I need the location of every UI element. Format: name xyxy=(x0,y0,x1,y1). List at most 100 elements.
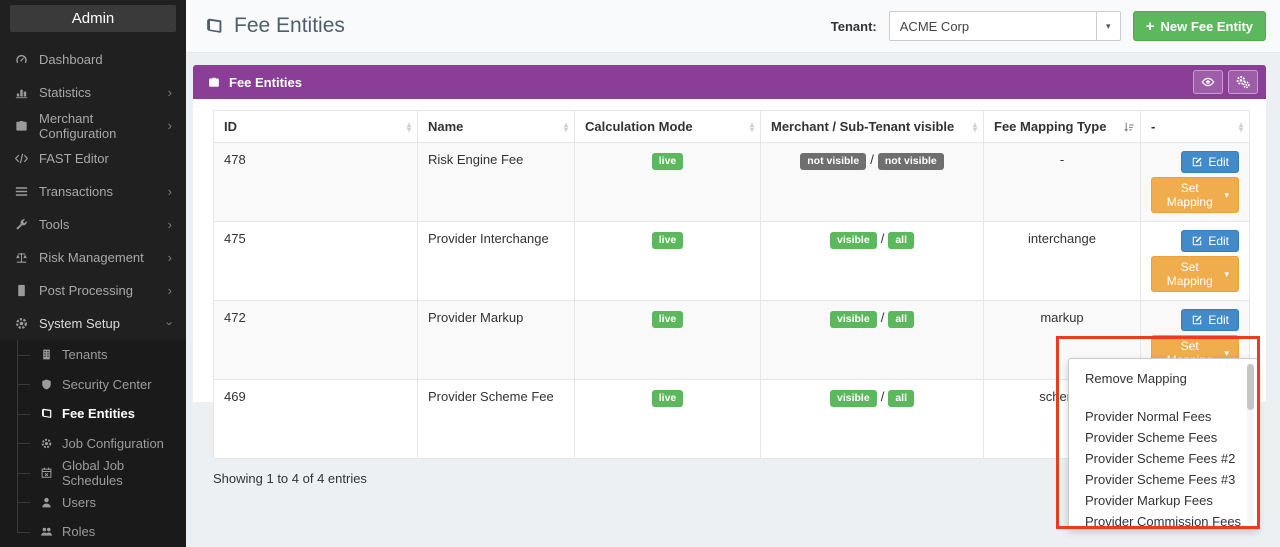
sidebar-item-transactions[interactable]: Transactions › xyxy=(0,175,186,208)
briefcase-icon xyxy=(16,121,27,131)
list-icon xyxy=(15,187,28,196)
bar-chart-icon xyxy=(15,89,28,99)
user-icon xyxy=(42,497,51,508)
new-fee-entity-button[interactable]: + New Fee Entity xyxy=(1132,11,1266,41)
sidebar: Admin Dashboard Statistics › Merchant Co… xyxy=(0,0,186,547)
merchant-visible-badge: not visible xyxy=(800,153,867,170)
sidebar-item-system-setup[interactable]: System Setup › xyxy=(0,307,186,340)
column-header-id[interactable]: ID ▴ ▾ xyxy=(213,110,418,143)
set-mapping-button[interactable]: Set Mapping ▾ xyxy=(1151,256,1239,292)
panel-header: Fee Entities xyxy=(193,65,1266,99)
menu-item-remove-mapping[interactable]: Remove Mapping xyxy=(1085,371,1187,386)
briefcase-icon xyxy=(209,77,219,87)
edit-icon xyxy=(1193,315,1203,325)
table-row: 478 Risk Engine Fee live not visible / not… xyxy=(213,142,1250,222)
sidebar-item-post-processing[interactable]: Post Processing › xyxy=(0,274,186,307)
merchant-visible-badge: visible xyxy=(830,232,877,249)
edit-icon xyxy=(1193,157,1203,167)
visibility-button[interactable] xyxy=(1193,70,1223,94)
scales-icon xyxy=(15,252,28,263)
tenant-select[interactable]: ACME Corp ▾ xyxy=(888,11,1121,41)
cell-id: 472 xyxy=(213,300,418,380)
sort-icon: ▴ ▾ xyxy=(749,119,754,134)
select-caret-icon[interactable]: ▾ xyxy=(1095,12,1120,40)
plus-icon: + xyxy=(1145,17,1155,35)
code-icon xyxy=(15,153,28,164)
subtenant-visible-badge: all xyxy=(888,311,914,328)
status-badge: live xyxy=(651,232,684,249)
sidebar-item-tools[interactable]: Tools › xyxy=(0,208,186,241)
subtenant-visible-badge: not visible xyxy=(877,153,944,170)
column-header-actions[interactable]: - ▴ ▾ xyxy=(1140,110,1250,143)
cogs-icon xyxy=(1236,76,1250,89)
cell-mapping-type: - xyxy=(983,142,1141,222)
page-title: Fee Entities xyxy=(204,14,345,38)
menu-item[interactable]: Provider Markup Fees xyxy=(1085,493,1213,508)
status-badge: live xyxy=(651,390,684,407)
set-mapping-button[interactable]: Set Mapping ▾ xyxy=(1151,177,1239,213)
tenant-select-value: ACME Corp xyxy=(899,18,970,34)
edit-button[interactable]: Edit xyxy=(1181,230,1239,252)
users-icon xyxy=(41,528,53,536)
settings-button[interactable] xyxy=(1228,70,1258,94)
table-row: 472 Provider Markup live visible / all mar… xyxy=(213,300,1250,380)
caret-down-icon: ▾ xyxy=(1224,189,1229,200)
menu-item[interactable]: Provider Scheme Fees #2 xyxy=(1085,451,1236,466)
sidebar-item-merchant-configuration[interactable]: Merchant Configuration › xyxy=(0,109,186,142)
page-header: Fee Entities Tenant: ACME Corp ▾ + New F… xyxy=(186,0,1280,53)
menu-item[interactable]: Provider Commission Fees xyxy=(1085,514,1242,529)
scrollbar-thumb[interactable] xyxy=(1247,364,1254,410)
edit-icon xyxy=(1193,236,1203,246)
table-info: Showing 1 to 4 of 4 entries xyxy=(213,471,367,486)
sidebar-item-fast-editor[interactable]: FAST Editor xyxy=(0,142,186,175)
menu-item[interactable]: Provider Scheme Fees #3 xyxy=(1085,472,1236,487)
sidebar-title: Admin xyxy=(10,5,176,32)
subtenant-visible-badge: all xyxy=(888,390,914,407)
cell-name: Provider Interchange xyxy=(417,221,575,301)
gear-icon xyxy=(41,438,52,448)
sidebar-item-dashboard[interactable]: Dashboard xyxy=(0,43,186,76)
sidebar-item-tenants[interactable]: Tenants xyxy=(0,340,186,370)
sidebar-item-statistics[interactable]: Statistics › xyxy=(0,76,186,109)
menu-item[interactable]: Provider Scheme Fees xyxy=(1085,430,1218,445)
subtenant-visible-badge: all xyxy=(888,232,914,249)
archive-icon xyxy=(18,284,25,297)
shield-icon xyxy=(42,379,51,390)
cell-name: Provider Markup xyxy=(417,300,575,380)
fee-entities-panel: Fee Entities xyxy=(193,65,1266,486)
calendar-icon xyxy=(41,467,52,478)
sidebar-title-label: Admin xyxy=(71,10,115,27)
sidebar-item-fee-entities[interactable]: Fee Entities xyxy=(0,399,186,429)
sidebar-item-risk-management[interactable]: Risk Management › xyxy=(0,241,186,274)
column-header-calculation-mode[interactable]: Calculation Mode ▴ ▾ xyxy=(574,110,761,143)
edit-button[interactable]: Edit xyxy=(1181,309,1239,331)
chevron-right-icon: › xyxy=(167,184,172,199)
book-icon xyxy=(207,18,222,33)
cell-id: 469 xyxy=(213,379,418,459)
table-row: 475 Provider Interchange live visible / al… xyxy=(213,221,1250,301)
sidebar-item-global-job-schedules[interactable]: Global Job Schedules xyxy=(0,458,186,488)
column-header-fee-mapping-type[interactable]: Fee Mapping Type xyxy=(983,110,1141,143)
cell-name: Provider Scheme Fee xyxy=(417,379,575,459)
chevron-right-icon: › xyxy=(167,217,172,232)
building-icon xyxy=(43,349,50,360)
tenant-label: Tenant: xyxy=(830,18,877,34)
caret-down-icon: ▾ xyxy=(1224,347,1229,358)
column-header-name[interactable]: Name ▴ ▾ xyxy=(417,110,575,143)
merchant-visible-badge: visible xyxy=(830,311,877,328)
sidebar-item-users[interactable]: Users xyxy=(0,488,186,518)
sidebar-nav: Dashboard Statistics › Merchant Configur… xyxy=(0,43,186,547)
column-header-merchant-visible[interactable]: Merchant / Sub-Tenant visible ▴ ▾ xyxy=(760,110,984,143)
edit-button[interactable]: Edit xyxy=(1181,151,1239,173)
cell-id: 478 xyxy=(213,142,418,222)
sort-icon: ▴ ▾ xyxy=(406,119,411,134)
chevron-right-icon: › xyxy=(167,118,172,133)
sidebar-item-roles[interactable]: Roles xyxy=(0,517,186,547)
cell-name: Risk Engine Fee xyxy=(417,142,575,222)
sidebar-item-security-center[interactable]: Security Center xyxy=(0,370,186,400)
sidebar-item-job-configuration[interactable]: Job Configuration xyxy=(0,429,186,459)
menu-item[interactable]: Provider Normal Fees xyxy=(1085,409,1212,424)
sort-amount-icon xyxy=(1124,122,1134,132)
scrollbar-track xyxy=(1247,363,1254,524)
chevron-right-icon: › xyxy=(167,250,172,265)
